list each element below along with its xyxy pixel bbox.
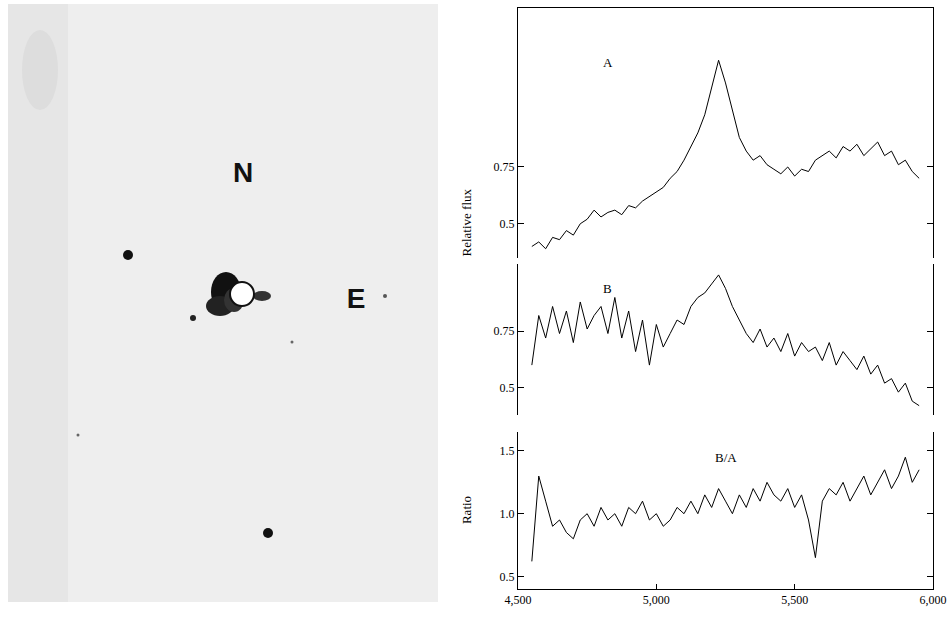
svg-text:Relative flux: Relative flux <box>459 188 474 256</box>
svg-text:4,500: 4,500 <box>505 593 532 607</box>
svg-text:5,500: 5,500 <box>781 593 808 607</box>
svg-text:0.75: 0.75 <box>494 324 515 338</box>
svg-text:1.5: 1.5 <box>500 444 515 458</box>
svg-text:E: E <box>347 283 366 314</box>
svg-text:1.0: 1.0 <box>500 507 515 521</box>
svg-text:0.5: 0.5 <box>500 217 515 231</box>
svg-text:0.75: 0.75 <box>494 160 515 174</box>
svg-text:5,000: 5,000 <box>643 593 670 607</box>
svg-text:N: N <box>233 157 253 188</box>
svg-text:B/A: B/A <box>715 450 737 465</box>
svg-text:A: A <box>603 55 613 70</box>
svg-text:Ratio: Ratio <box>459 496 474 524</box>
svg-text:6,000: 6,000 <box>920 593 947 607</box>
svg-text:0.5: 0.5 <box>500 381 515 395</box>
svg-text:B: B <box>603 281 612 296</box>
svg-text:0.5: 0.5 <box>500 570 515 584</box>
